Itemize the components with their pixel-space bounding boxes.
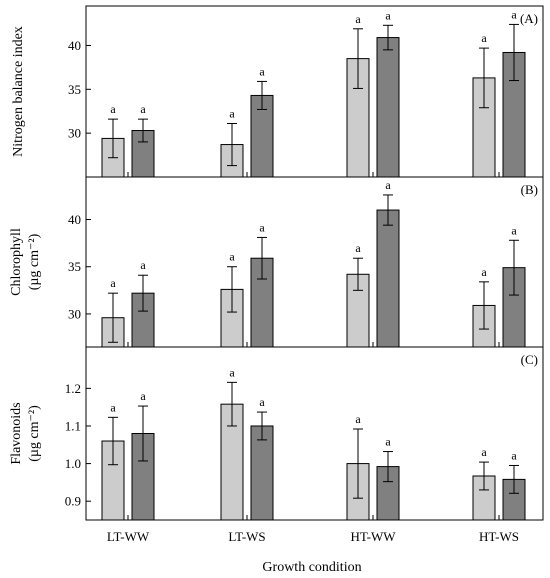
significance-label: a	[110, 276, 116, 290]
y-axis-title: Nitrogen balance index	[11, 26, 26, 157]
x-axis-title: Growth condition	[262, 560, 361, 575]
significance-label: a	[259, 220, 265, 234]
y-tick-label: 35	[68, 259, 81, 274]
y-tick-label: 35	[68, 82, 81, 97]
significance-label: a	[511, 448, 517, 462]
significance-label: a	[511, 7, 517, 21]
significance-label: a	[140, 102, 146, 116]
panel-frame	[85, 346, 544, 521]
y-axis-title: Chlorophyll	[9, 228, 24, 296]
x-category-label: HT-WW	[350, 529, 396, 544]
bar	[376, 37, 400, 178]
panel-2: 30 35 40 a a a a a a a a (B) Chlorophyll (µg cm⁻²)	[9, 176, 544, 348]
x-category-label: HT-WS	[479, 529, 519, 544]
significance-label: a	[481, 265, 487, 279]
significance-label: a	[355, 412, 361, 426]
significance-label: a	[481, 445, 487, 459]
significance-label: a	[259, 395, 265, 409]
significance-label: a	[385, 178, 391, 192]
panel-3: 0.9 1.0 1.1 1.2 a a a a a a a a (C) Flavonoids (µg cm⁻…	[9, 346, 544, 521]
significance-label: a	[511, 223, 517, 237]
significance-label: a	[229, 250, 235, 264]
y-tick-label: 40	[68, 38, 81, 53]
significance-label: a	[355, 12, 361, 26]
panel-label: (B)	[521, 182, 538, 197]
y-tick-label: 30	[68, 306, 81, 321]
significance-label: a	[110, 400, 116, 414]
significance-label: a	[355, 241, 361, 255]
bar	[376, 209, 400, 348]
y-tick-label: 30	[68, 126, 81, 141]
x-category-label: LT-WW	[107, 529, 150, 544]
significance-label: a	[140, 389, 146, 403]
y-tick-label: 1.1	[65, 418, 81, 433]
panel-label: (C)	[521, 352, 538, 367]
y-tick-label: 1.2	[65, 381, 81, 396]
significance-label: a	[229, 107, 235, 121]
significance-label: a	[385, 435, 391, 449]
significance-label: a	[385, 8, 391, 22]
significance-label: a	[229, 365, 235, 379]
significance-label: a	[481, 31, 487, 45]
y-axis-title: Flavonoids	[9, 402, 24, 464]
panel-label: (A)	[520, 11, 538, 26]
y-axis-title: (µg cm⁻²)	[27, 233, 42, 290]
x-category-label: LT-WS	[228, 529, 265, 544]
y-axis-title: (µg cm⁻²)	[27, 405, 42, 462]
significance-label: a	[259, 64, 265, 78]
significance-label: a	[110, 102, 116, 116]
significance-label: a	[140, 258, 146, 272]
y-tick-label: 1.0	[65, 456, 81, 471]
y-tick-label: 0.9	[65, 494, 81, 509]
y-tick-label: 40	[68, 212, 81, 227]
